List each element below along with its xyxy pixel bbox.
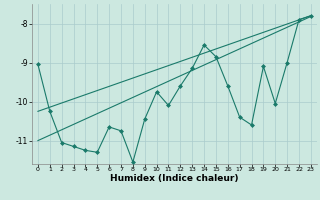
X-axis label: Humidex (Indice chaleur): Humidex (Indice chaleur): [110, 174, 239, 183]
